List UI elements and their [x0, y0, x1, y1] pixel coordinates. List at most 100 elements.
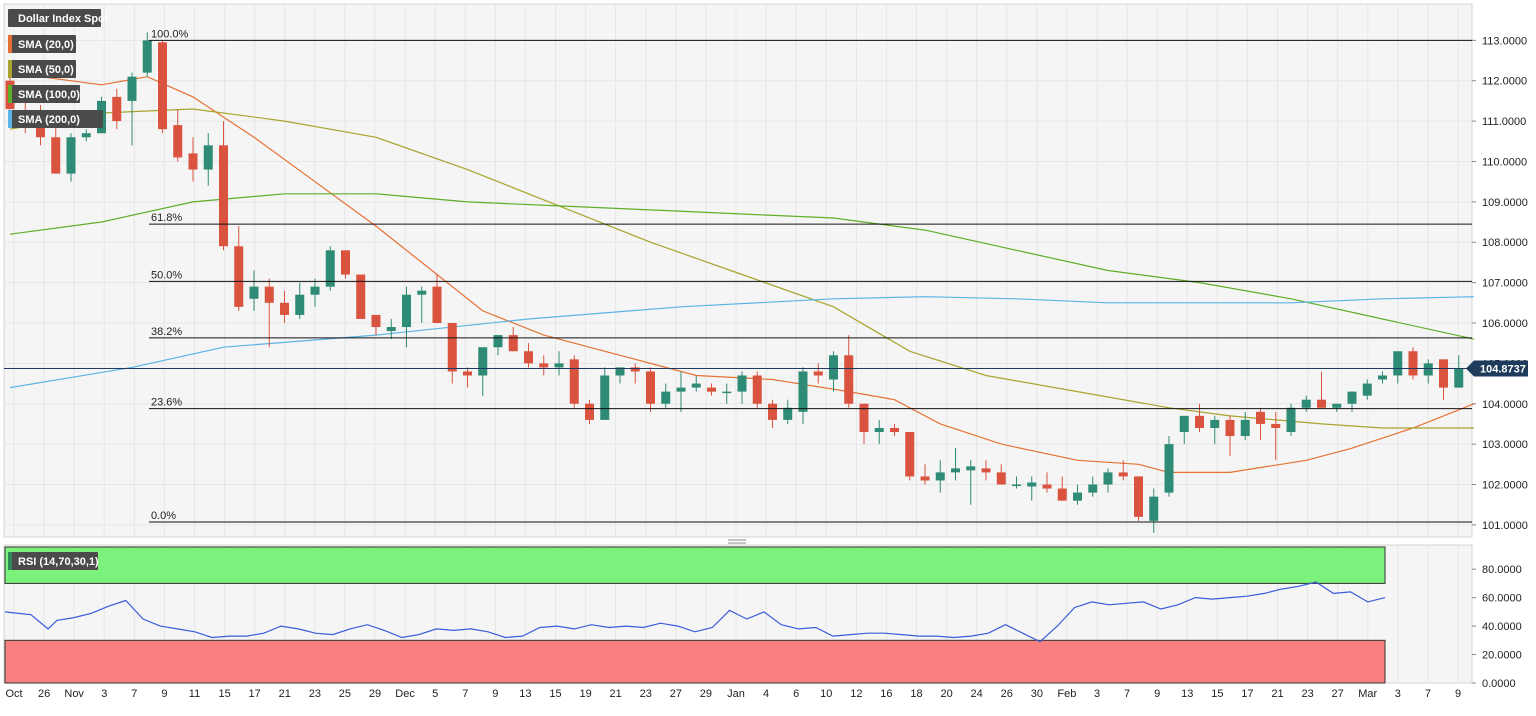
candle-body — [51, 137, 61, 174]
price-tick-label: 111.0000 — [1482, 116, 1526, 128]
legend-sma-0-swatch — [8, 35, 12, 53]
date-tick-label: 27 — [1332, 688, 1344, 700]
candle-body — [1454, 368, 1464, 388]
candle-body — [783, 407, 793, 420]
date-tick-label: 15 — [218, 688, 230, 700]
rsi-tick-label: 60.0000 — [1482, 593, 1522, 605]
date-tick-label: 29 — [369, 688, 381, 700]
candle-body — [310, 286, 320, 295]
date-tick-label: 23 — [309, 688, 321, 700]
date-tick-label: 26 — [1001, 688, 1013, 700]
candle-body — [1118, 472, 1128, 477]
legend-sma-0-text: SMA (20,0) — [18, 39, 74, 51]
date-tick-label: 25 — [339, 688, 351, 700]
candle-body — [676, 387, 686, 392]
legend-sma-0-bg — [8, 35, 76, 53]
legend-rsi: RSI (14,70,30,1) — [8, 552, 99, 570]
candle-body — [1439, 359, 1448, 388]
legend-sma-1-text: SMA (50,0) — [18, 64, 74, 76]
rsi-line — [4, 581, 1386, 643]
legend-sma-1-swatch — [8, 60, 12, 78]
date-tick-label: 21 — [279, 688, 291, 700]
candle-body — [1393, 351, 1403, 376]
legend-sma-1-bg — [8, 60, 76, 78]
candle-body — [158, 42, 167, 130]
price-tick-label: 106.0000 — [1482, 318, 1528, 330]
candle-body — [539, 363, 549, 368]
date-tick-label: Mar — [1358, 688, 1377, 700]
price-panel — [3, 3, 1473, 538]
price-tick-label: 110.0000 — [1482, 156, 1527, 168]
candle-body — [325, 250, 335, 287]
candle-body — [554, 363, 564, 368]
date-tick-label: Oct — [5, 688, 22, 700]
candle-body — [463, 371, 472, 376]
rsi-oversold-zone — [4, 639, 1386, 684]
candle-body — [966, 466, 976, 471]
last-price-tag — [1466, 360, 1528, 377]
legend-rsi-bg — [8, 552, 98, 570]
legend-sma-3-swatch — [8, 110, 12, 128]
legend-sma-3-bg — [8, 110, 103, 128]
candle-body — [1408, 351, 1418, 376]
rsi-overbought-zone — [4, 546, 1386, 584]
date-tick-label: 23 — [640, 688, 652, 700]
candle-body — [81, 133, 91, 138]
date-tick-label: 17 — [249, 688, 261, 700]
candle-body — [707, 387, 716, 392]
candle-body — [646, 371, 655, 404]
date-tick-label: 4 — [763, 688, 769, 700]
date-tick-label: 21 — [1271, 688, 1283, 700]
date-tick-label: 5 — [432, 688, 438, 700]
candle-body — [1073, 492, 1082, 501]
candle-body — [1027, 482, 1037, 487]
candle-body — [1332, 403, 1342, 408]
candle-body — [951, 468, 960, 473]
candle-body — [280, 302, 289, 315]
candle-body — [1103, 472, 1113, 485]
fib-label: 61.8% — [151, 212, 182, 224]
candle-body — [1423, 363, 1433, 376]
sma-line-0 — [9, 72, 1475, 473]
candle-body — [1057, 488, 1067, 501]
date-tick-label: 30 — [1031, 688, 1043, 700]
candle-body — [1240, 419, 1250, 437]
date-tick-label: 6 — [793, 688, 799, 700]
candle-body — [417, 290, 427, 295]
candle-body — [371, 314, 381, 328]
price-tick-label: 107.0000 — [1482, 278, 1528, 290]
price-tick-label: 113.0000 — [1482, 35, 1527, 47]
candle-body — [890, 427, 899, 433]
sma-line-2 — [9, 193, 1475, 340]
candle-body — [386, 327, 396, 332]
rsi-tick-label: 0.0000 — [1482, 678, 1516, 690]
candle-body — [1378, 375, 1387, 380]
candle-body — [1088, 484, 1098, 493]
candle-body — [630, 367, 640, 372]
rsi-tick-label: 40.0000 — [1482, 621, 1522, 633]
candle-body — [264, 286, 274, 303]
candle-body — [722, 391, 732, 394]
candle-body — [1134, 476, 1143, 517]
candle-body — [585, 403, 594, 420]
date-tick-label: 12 — [850, 688, 862, 700]
candle-body — [1256, 411, 1265, 424]
candle-body — [1042, 484, 1052, 489]
candle-body — [600, 375, 610, 420]
candle-body — [981, 468, 991, 473]
candle-body — [1301, 399, 1311, 408]
candle-body — [356, 274, 366, 319]
rsi-tick-label: 20.0000 — [1482, 650, 1522, 662]
candle-body — [188, 153, 198, 170]
legend-title-bg — [8, 9, 101, 27]
candle-body — [768, 403, 777, 420]
candle-body — [1179, 415, 1189, 433]
candle-body — [1271, 423, 1281, 428]
legend-sma-2-text: SMA (100,0) — [18, 89, 80, 101]
candle-body — [844, 355, 854, 404]
legend-rsi-swatch — [8, 552, 12, 570]
date-tick-label: 3 — [1094, 688, 1100, 700]
candle-body — [1149, 496, 1159, 521]
date-tick-label: 19 — [579, 688, 591, 700]
